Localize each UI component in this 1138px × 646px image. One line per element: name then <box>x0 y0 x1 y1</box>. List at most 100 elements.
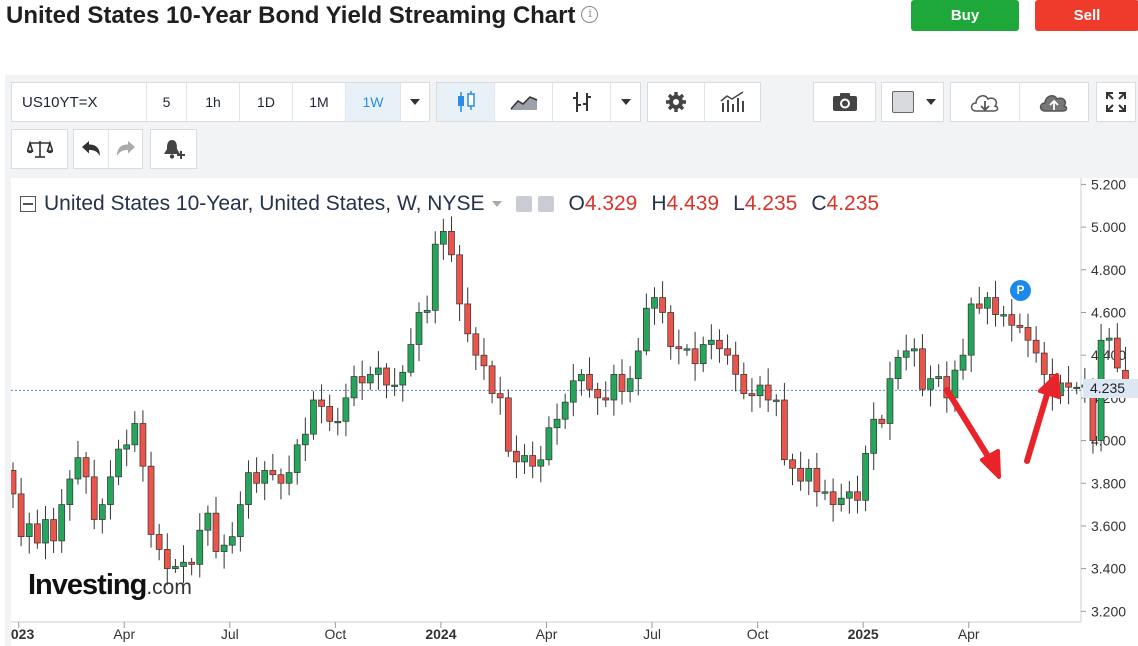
candle-body <box>821 491 829 494</box>
candle-body <box>829 491 837 505</box>
indicators-icon <box>720 91 745 112</box>
area-chart-button[interactable] <box>495 83 553 121</box>
candle-body <box>813 467 821 493</box>
screenshot-button[interactable] <box>814 83 875 121</box>
info-icon[interactable]: i <box>581 6 599 24</box>
candle <box>748 378 756 412</box>
series-settings-icon[interactable] <box>538 196 555 212</box>
color-dropdown[interactable] <box>919 83 943 121</box>
y-tick-label: 3.400 <box>1091 561 1126 577</box>
interval-5[interactable]: 5 <box>147 83 187 121</box>
redo-button[interactable] <box>109 130 142 168</box>
candle-body <box>326 406 334 422</box>
y-tick-label: 3.200 <box>1091 603 1126 619</box>
x-tick-label: 2025 <box>848 626 879 642</box>
collapse-legend-icon[interactable] <box>20 196 36 212</box>
candle <box>854 475 861 514</box>
x-tick-label: Oct <box>747 626 769 642</box>
candle-body <box>107 476 114 505</box>
open-value: 4.329 <box>584 192 638 215</box>
interval-1d[interactable]: 1D <box>240 83 293 121</box>
candle <box>415 302 423 362</box>
candle <box>813 452 821 507</box>
event-marker[interactable]: P <box>1010 280 1031 301</box>
chart-type-dropdown[interactable] <box>611 83 640 121</box>
sell-button[interactable]: Sell <box>1035 0 1138 31</box>
candle-body <box>992 297 999 315</box>
candle-body <box>626 378 634 392</box>
logo-main: Investing <box>28 569 147 601</box>
add-alert-button[interactable] <box>151 130 196 168</box>
high-value: 4.439 <box>666 192 720 215</box>
candle <box>651 287 658 325</box>
candle <box>724 334 731 365</box>
alerts-toolbar <box>150 129 197 169</box>
candle <box>42 505 49 560</box>
undo-button[interactable] <box>74 130 109 168</box>
annotation-arrow-down <box>944 387 1001 479</box>
candle <box>902 334 910 371</box>
candle-body <box>748 393 756 397</box>
interval-1h[interactable]: 1h <box>187 83 240 121</box>
candle <box>204 505 212 546</box>
settings-button[interactable] <box>648 83 705 121</box>
color-picker-button[interactable] <box>882 83 919 121</box>
candle-body <box>261 470 269 484</box>
compare-button[interactable] <box>12 130 67 168</box>
candle <box>326 394 334 432</box>
candle <box>90 459 98 530</box>
legend-dropdown-icon[interactable] <box>492 201 503 207</box>
candle-body <box>277 474 285 484</box>
visibility-toggle-icon[interactable] <box>516 196 533 212</box>
candle-body <box>456 254 463 305</box>
chart-type-toolbar <box>436 82 641 122</box>
candle <box>659 281 666 324</box>
candle-body <box>66 478 74 505</box>
interval-1m[interactable]: 1M <box>293 83 346 121</box>
y-tick-label: 3.800 <box>1091 475 1126 491</box>
candle-body <box>764 384 772 401</box>
candle <box>98 498 106 534</box>
indicators-button[interactable] <box>705 83 761 121</box>
candle-body <box>269 470 277 476</box>
fullscreen-button[interactable] <box>1097 83 1135 121</box>
candle-body <box>431 243 439 311</box>
candle <box>878 414 886 428</box>
candle-body <box>131 423 139 446</box>
candle <box>740 362 748 400</box>
symbol-input[interactable]: US10YT=X <box>12 83 147 121</box>
candle-body <box>407 344 415 373</box>
candle-body <box>98 504 106 520</box>
candlestick-chart-button[interactable] <box>437 83 495 121</box>
cloud-upload-button[interactable] <box>1020 83 1088 121</box>
high-label: H <box>651 192 667 215</box>
candle-body <box>253 472 260 484</box>
interval-dropdown[interactable] <box>401 83 429 121</box>
candle-body <box>870 418 878 454</box>
candle <box>440 218 447 260</box>
candle <box>756 376 764 408</box>
interval-1w[interactable]: 1W <box>346 83 401 121</box>
ohlc-chart-button[interactable] <box>553 83 611 121</box>
candle <box>594 382 601 415</box>
candle-body <box>691 348 699 365</box>
annotation-arrow-up <box>1024 373 1061 464</box>
candle <box>261 461 269 501</box>
cloud-download-button[interactable] <box>951 83 1020 121</box>
candlestick-chart[interactable]: 5.2005.0004.8004.6004.4004.2004.0003.800… <box>11 178 1138 646</box>
cloud-upload-icon <box>1039 95 1068 112</box>
buy-button[interactable]: Buy <box>911 0 1019 31</box>
drawing-color-toolbar <box>881 82 944 122</box>
candle-body <box>423 309 431 313</box>
open-label: O <box>568 192 585 215</box>
candle <box>821 479 829 501</box>
candle <box>634 337 642 396</box>
candle <box>237 491 244 552</box>
candle <box>301 417 309 462</box>
candle <box>764 368 772 413</box>
candle-body <box>667 312 675 347</box>
candle <box>569 363 577 417</box>
candle-body <box>910 348 918 352</box>
candle <box>504 389 512 457</box>
candle <box>862 445 869 512</box>
